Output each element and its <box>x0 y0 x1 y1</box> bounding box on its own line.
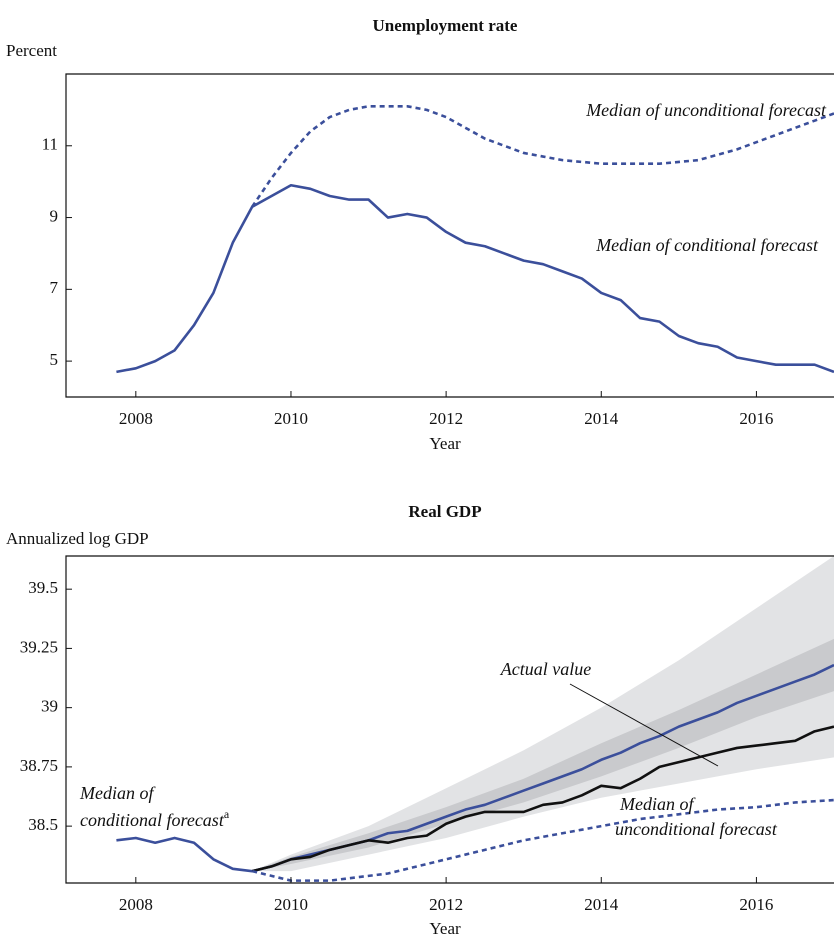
annotation-text: Median of unconditional forecast <box>585 100 827 120</box>
plot-area <box>116 105 834 374</box>
series-line <box>116 183 834 374</box>
chart-title: Real GDP <box>408 502 481 521</box>
annotation-text: Median of conditional forecast <box>595 235 819 255</box>
y-tick-label: 38.75 <box>20 756 58 775</box>
annotation: conditional forecasta <box>80 807 230 830</box>
series-line <box>251 105 834 208</box>
footnote-marker: a <box>224 807 230 821</box>
axis-frame <box>65 73 834 398</box>
annotation-text: Median of <box>619 794 696 814</box>
x-axis-label: Year <box>429 434 461 453</box>
y-tick-label: 11 <box>42 135 58 154</box>
x-tick-label: 2014 <box>584 409 619 428</box>
annotation: Median of <box>79 783 156 803</box>
annotation-text: Actual value <box>500 659 591 679</box>
y-tick-label: 38.5 <box>28 815 58 834</box>
annotation-text: Median of <box>79 783 156 803</box>
axis-frame <box>65 555 834 884</box>
y-tick-label: 5 <box>50 350 59 369</box>
annotation: unconditional forecast <box>615 819 778 839</box>
annotation: Actual value <box>500 659 591 679</box>
y-tick-label: 39.25 <box>20 637 58 656</box>
x-tick-label: 2010 <box>274 409 308 428</box>
annotation-text: unconditional forecast <box>615 819 778 839</box>
x-axis-label: Year <box>429 919 461 938</box>
y-axis-label: Annualized log GDP <box>6 529 149 548</box>
x-tick-label: 2008 <box>119 409 153 428</box>
annotation-text: conditional forecast <box>80 810 225 830</box>
annotation: Median of unconditional forecast <box>585 100 827 120</box>
x-tick-label: 2016 <box>739 409 773 428</box>
x-tick-label: 2016 <box>739 895 773 914</box>
x-tick-label: 2012 <box>429 409 463 428</box>
x-tick-label: 2008 <box>119 895 153 914</box>
x-tick-label: 2014 <box>584 895 619 914</box>
annotation: Median of <box>619 794 696 814</box>
y-tick-label: 7 <box>50 278 59 297</box>
chart-title: Unemployment rate <box>373 16 518 35</box>
y-tick-label: 39 <box>41 697 58 716</box>
series-line <box>116 663 834 873</box>
x-tick-label: 2012 <box>429 895 463 914</box>
annotation: Median of conditional forecast <box>595 235 819 255</box>
y-tick-label: 9 <box>50 206 59 225</box>
y-tick-label: 39.5 <box>28 578 58 597</box>
leader-line <box>569 683 719 767</box>
y-axis-label: Percent <box>6 41 57 60</box>
plot-area <box>116 556 834 882</box>
series-line <box>251 725 834 873</box>
x-tick-label: 2010 <box>274 895 308 914</box>
